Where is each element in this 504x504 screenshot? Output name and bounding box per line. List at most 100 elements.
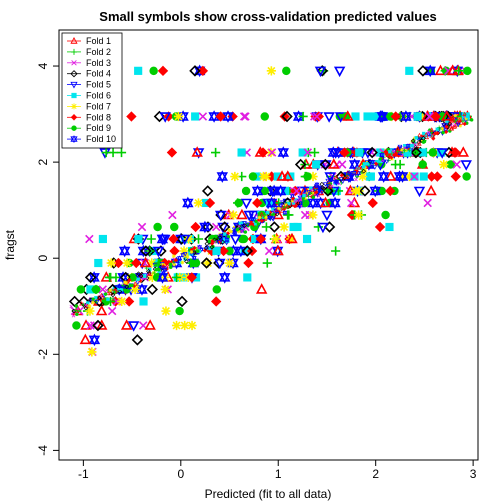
data-point — [137, 222, 147, 232]
cv-point — [71, 313, 76, 318]
cv-point — [317, 188, 323, 194]
data-point — [126, 111, 137, 122]
cv-point — [271, 211, 276, 216]
data-point — [423, 198, 432, 208]
data-point — [374, 221, 386, 233]
legend-item: Fold 8 — [67, 112, 111, 122]
data-point — [308, 210, 318, 220]
data-point — [146, 234, 156, 244]
data-point — [413, 112, 422, 121]
cv-point — [386, 158, 391, 163]
data-point — [161, 306, 171, 316]
data-point — [286, 234, 296, 244]
data-point — [168, 233, 179, 245]
data-point — [385, 185, 396, 197]
data-point — [323, 112, 335, 123]
x-axis-label: Predicted (fit to all data) — [205, 487, 332, 501]
data-point — [203, 258, 213, 268]
data-point — [321, 210, 333, 222]
cv-point — [99, 292, 104, 298]
cv-point — [430, 133, 436, 138]
legend-item: Fold 5 — [67, 80, 111, 90]
cv-point — [361, 165, 366, 169]
cv-point — [443, 129, 449, 135]
cv-point — [207, 239, 212, 244]
cv-point — [224, 240, 230, 246]
data-point — [395, 159, 405, 170]
cv-point — [316, 185, 322, 191]
cv-point — [466, 115, 470, 119]
cv-point — [214, 234, 218, 239]
cv-point — [378, 163, 382, 168]
data-point — [219, 271, 231, 284]
data-point — [279, 222, 289, 232]
cv-point — [147, 271, 153, 276]
data-point — [211, 147, 221, 158]
cv-point — [73, 308, 78, 313]
cv-point — [245, 222, 251, 227]
data-point — [104, 272, 115, 283]
data-point — [258, 171, 269, 182]
data-point — [175, 233, 188, 245]
data-point — [376, 110, 389, 123]
data-point — [418, 160, 427, 169]
legend-item: Fold 2 — [67, 47, 111, 57]
data-point — [236, 208, 248, 220]
data-point — [72, 321, 81, 330]
cv-point — [120, 283, 125, 288]
cv-point — [144, 266, 149, 271]
cv-point — [454, 118, 459, 122]
cv-point — [378, 157, 383, 161]
data-point — [419, 172, 428, 181]
cv-point — [147, 276, 152, 281]
cv-point — [97, 295, 102, 301]
legend-marker — [70, 113, 78, 121]
data-point — [147, 258, 157, 268]
cv-point — [169, 265, 173, 269]
cv-point — [122, 284, 128, 290]
cv-point — [447, 121, 453, 127]
legend-item: Fold 6 — [67, 91, 111, 101]
cv-point — [354, 177, 358, 182]
data-point — [182, 196, 194, 210]
cv-point — [180, 260, 185, 265]
data-point — [302, 234, 312, 244]
legend-marker — [71, 48, 77, 55]
cv-point — [270, 217, 276, 222]
cv-point — [69, 304, 74, 309]
cv-point — [278, 202, 284, 209]
data-point — [301, 171, 312, 182]
cv-point — [421, 140, 426, 144]
cv-point — [155, 272, 160, 277]
cv-point — [162, 266, 168, 273]
data-point — [136, 283, 148, 296]
cv-point — [151, 270, 156, 275]
data-point — [108, 147, 118, 158]
cv-point — [94, 300, 99, 304]
data-point — [265, 196, 278, 210]
cv-point — [117, 289, 123, 295]
y-tick-label: -2 — [36, 349, 50, 360]
data-point — [146, 283, 158, 296]
cv-point — [348, 175, 354, 180]
data-point — [296, 186, 309, 198]
cv-point — [130, 283, 134, 288]
data-point — [384, 170, 397, 181]
data-point — [228, 210, 238, 220]
cv-point — [176, 255, 182, 261]
data-point — [95, 304, 108, 316]
cv-point — [433, 131, 438, 136]
data-point — [144, 319, 156, 330]
cv-point — [370, 159, 376, 165]
cv-point — [346, 170, 352, 176]
data-point — [418, 148, 427, 157]
data-point — [405, 66, 414, 75]
cv-point — [384, 159, 390, 165]
data-point — [300, 198, 310, 208]
data-point — [268, 221, 281, 233]
data-point — [462, 172, 471, 181]
data-point — [255, 283, 268, 294]
data-point — [94, 258, 103, 268]
